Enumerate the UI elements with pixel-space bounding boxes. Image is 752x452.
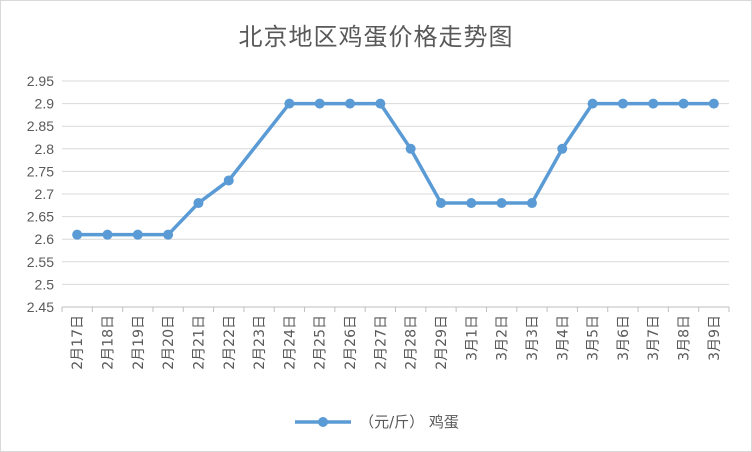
data-point (284, 98, 295, 109)
x-tick-label: 3月2日 (495, 315, 511, 361)
x-tick-label: 2月17日 (70, 315, 86, 370)
x-tick-label: 2月19日 (131, 315, 147, 370)
data-point (132, 229, 143, 240)
x-tick-label: 3月3日 (525, 315, 541, 361)
data-point (557, 143, 568, 154)
x-tick-label: 2月24日 (282, 315, 298, 370)
x-tick-label: 3月8日 (677, 315, 693, 361)
gridlines (62, 80, 729, 285)
x-tick-label: 2月21日 (191, 315, 207, 370)
x-tick-label: 3月9日 (707, 315, 723, 361)
data-point (617, 98, 628, 109)
x-tick-label: 3月7日 (646, 315, 662, 361)
x-tick-label: 2月23日 (252, 315, 268, 370)
y-tick-label: 2.45 (27, 299, 54, 315)
y-tick-label: 2.5 (35, 276, 55, 292)
x-tick-label: 2月20日 (161, 315, 177, 370)
x-tick-label: 3月4日 (555, 315, 571, 361)
y-tick-label: 2.85 (27, 118, 54, 134)
y-tick-label: 2.9 (35, 96, 55, 112)
data-point (72, 229, 83, 240)
x-tick-label: 3月1日 (464, 315, 480, 361)
y-tick-label: 2.7 (35, 186, 55, 202)
data-point (526, 198, 537, 209)
data-point (496, 198, 507, 209)
x-tick-label: 2月18日 (100, 315, 116, 370)
x-tick-label: 2月29日 (434, 315, 450, 370)
x-tick-label: 3月5日 (586, 315, 602, 361)
y-tick-label: 2.6 (35, 231, 55, 247)
legend: （元/斤） 鸡蛋 (1, 411, 751, 432)
y-tick-label: 2.55 (27, 254, 54, 270)
y-tick-label: 2.75 (27, 163, 54, 179)
x-tick-label: 2月25日 (313, 315, 329, 370)
data-point (587, 98, 598, 109)
x-tick-label: 2月22日 (222, 315, 238, 370)
y-tick-label: 2.8 (35, 141, 55, 157)
data-point (375, 98, 386, 109)
data-point (648, 98, 659, 109)
data-point (193, 198, 204, 209)
series-line (75, 101, 716, 237)
data-point (466, 198, 477, 209)
data-point (708, 98, 719, 109)
x-tick-label: 2月26日 (343, 315, 359, 370)
data-point (405, 143, 416, 154)
y-tick-label: 2.65 (27, 209, 54, 225)
data-point (314, 98, 325, 109)
x-tick-label: 2月28日 (404, 315, 420, 370)
axes (61, 306, 730, 312)
data-point (102, 229, 113, 240)
legend-line-marker (295, 416, 352, 427)
x-tick-label: 3月6日 (616, 315, 632, 361)
data-point (435, 198, 446, 209)
data-point (223, 175, 234, 186)
y-tick-labels: 2.45 2.5 2.55 2.6 2.65 2.7 2.75 2.8 2.85 2.9 2.95 (27, 73, 54, 315)
data-point (678, 98, 689, 109)
y-tick-label: 2.95 (27, 73, 54, 89)
x-tick-label: 2月27日 (373, 315, 389, 370)
legend-label: （元/斤） 鸡蛋 (359, 413, 459, 431)
data-point (345, 98, 356, 109)
data-point (163, 229, 174, 240)
series-egg (72, 98, 719, 240)
x-tick-labels: 2月17日 2月18日 2月19日 2月20日 2月21日 2月22日 2月23日 2月24日… (70, 315, 723, 370)
chart-title: 北京地区鸡蛋价格走势图 (238, 23, 514, 51)
